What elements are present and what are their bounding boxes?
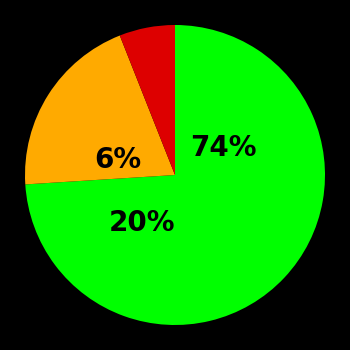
- Wedge shape: [120, 25, 175, 175]
- Text: 74%: 74%: [190, 134, 256, 162]
- Text: 20%: 20%: [109, 209, 175, 237]
- Wedge shape: [25, 36, 175, 184]
- Wedge shape: [25, 25, 325, 325]
- Text: 6%: 6%: [94, 146, 141, 174]
